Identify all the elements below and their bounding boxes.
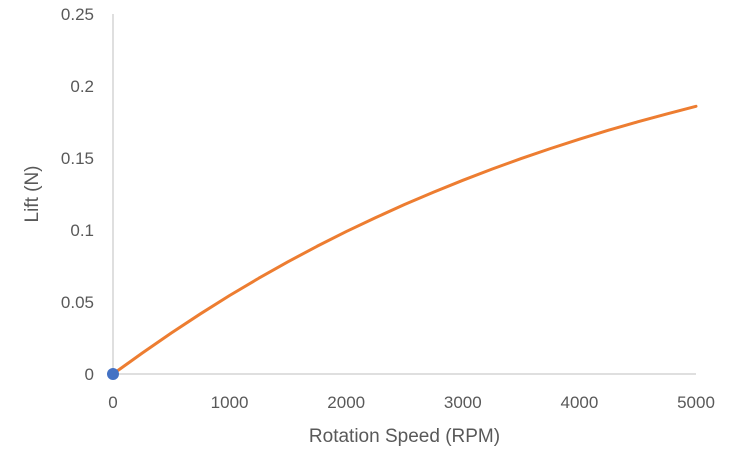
- y-tick-label: 0.1: [70, 221, 94, 240]
- x-tick-label: 2000: [327, 393, 365, 412]
- x-tick-label: 1000: [211, 393, 249, 412]
- axes: [112, 14, 696, 375]
- x-tick-label: 5000: [677, 393, 715, 412]
- x-tick-label: 3000: [444, 393, 482, 412]
- lift-curve-line: [111, 104, 698, 376]
- y-tick-labels: 0 0.05 0.1 0.15 0.2 0.25: [61, 5, 94, 384]
- series-layer: [107, 104, 698, 380]
- y-tick-label: 0.25: [61, 5, 94, 24]
- x-tick-label: 4000: [560, 393, 598, 412]
- y-tick-label: 0.2: [70, 77, 94, 96]
- y-axis-title: Lift (N): [22, 166, 43, 223]
- x-tick-label: 0: [108, 393, 117, 412]
- y-tick-label: 0: [85, 365, 94, 384]
- y-tick-label: 0.15: [61, 149, 94, 168]
- x-axis-title: Rotation Speed (RPM): [309, 426, 500, 447]
- x-tick-labels: 0 1000 2000 3000 4000 5000: [108, 393, 715, 412]
- y-tick-label: 0.05: [61, 293, 94, 312]
- data-point-marker: [107, 368, 119, 380]
